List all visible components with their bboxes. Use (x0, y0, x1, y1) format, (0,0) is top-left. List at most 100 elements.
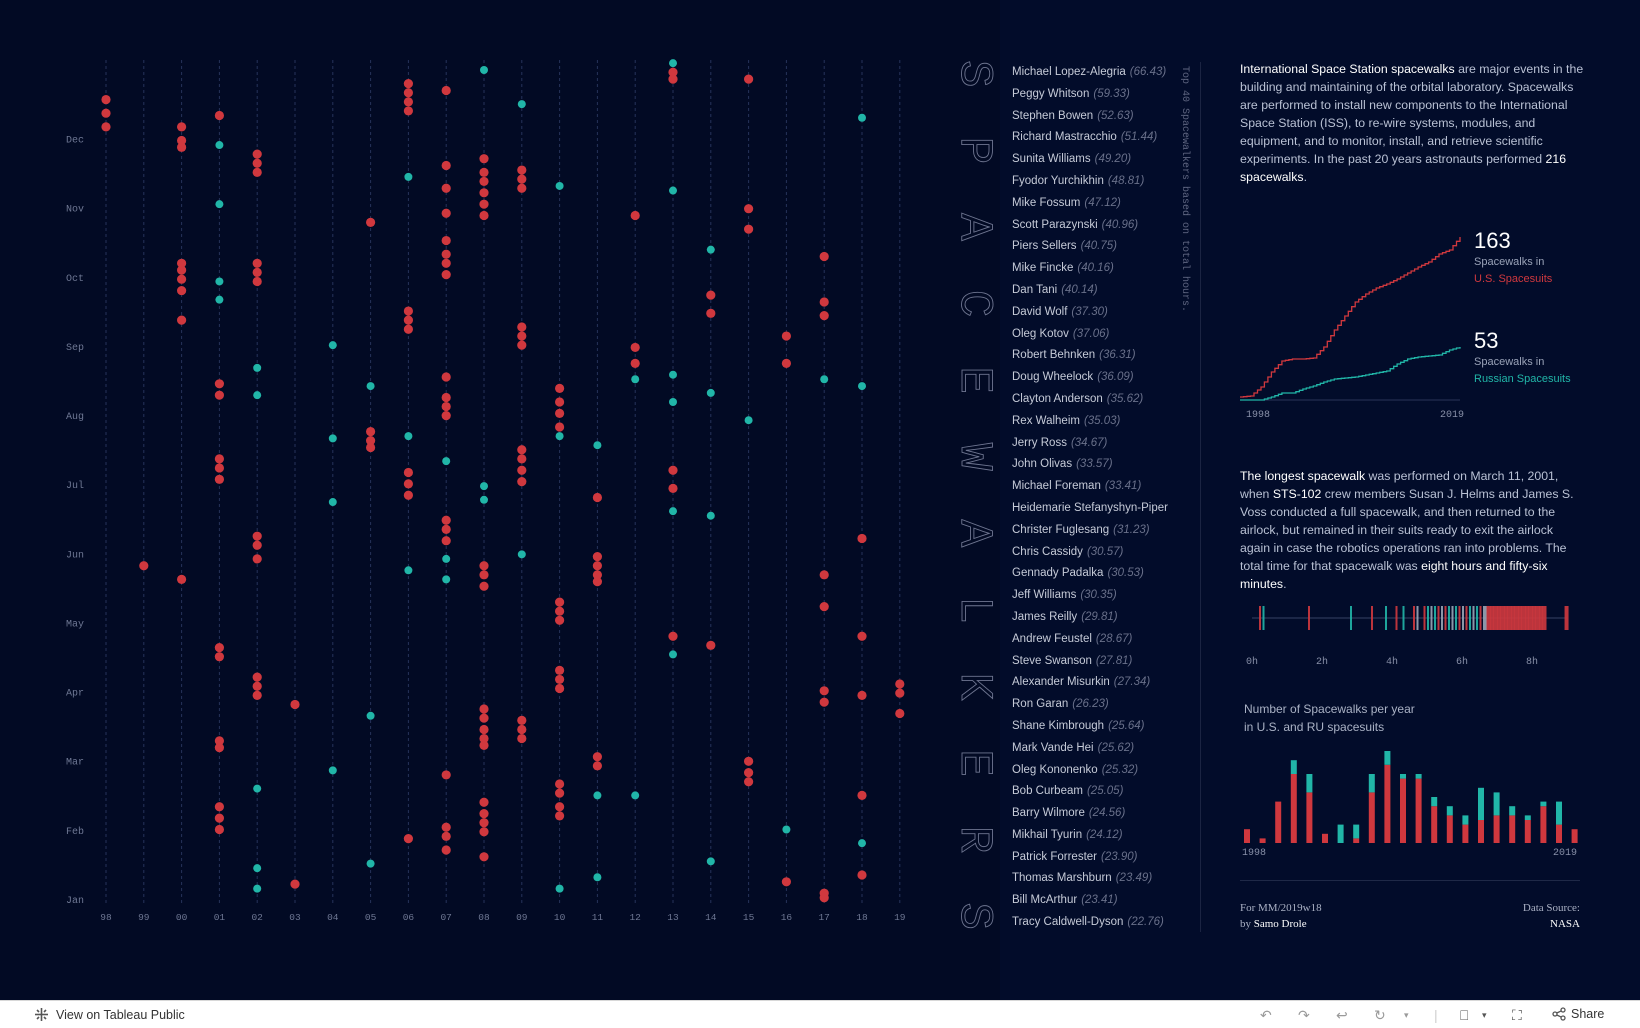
bar-us (1431, 806, 1438, 843)
spacewalk-dot (366, 711, 375, 720)
spacewalk-dot (819, 251, 829, 262)
refresh-menu-icon[interactable]: ▾ (1404, 1010, 1409, 1020)
list-item: Thomas Marshburn (23.49) (1012, 868, 1182, 890)
spacewalk-dot (555, 788, 565, 798)
spacewalk-dot (252, 258, 262, 268)
spacewalk-dot (403, 79, 413, 89)
cumulative-line-chart[interactable] (1240, 220, 1480, 420)
spacewalk-dot (592, 752, 603, 762)
x-tick-label: 99 (138, 912, 150, 923)
spacewalk-dot (819, 697, 829, 707)
spacewalk-dot (252, 554, 262, 564)
spacewalk-dot (517, 454, 527, 464)
spacewalk-dot (631, 375, 640, 384)
download-menu-icon[interactable]: ▾ (1482, 1010, 1487, 1020)
spacewalk-dot (479, 188, 489, 198)
duration-mark (1465, 606, 1468, 630)
list-item: Richard Mastracchio (51.44) (1012, 127, 1182, 149)
bar-us (1478, 820, 1484, 843)
y-tick-label: Nov (66, 205, 84, 216)
y-tick-label: Oct (66, 274, 84, 285)
view-on-tableau-link[interactable]: View on Tableau Public (34, 1007, 185, 1022)
bar-us (1290, 774, 1297, 843)
walker-name: Oleg Kononenko (1012, 763, 1098, 776)
duration-tick-label: 6h (1456, 656, 1468, 668)
duration-mark (1518, 606, 1522, 630)
refresh-icon[interactable]: ↻ (1374, 1007, 1386, 1023)
spacewalk-dot (252, 540, 262, 550)
walker-hours: (34.67) (1070, 436, 1108, 449)
spacewalk-dot (252, 167, 262, 177)
redo-icon[interactable]: ↷ (1298, 1007, 1310, 1023)
spacewalk-dot (177, 265, 187, 275)
y-tick-label: Jan (66, 896, 84, 907)
spacewalk-dot (441, 235, 451, 246)
spacewalk-dot (253, 391, 262, 400)
spacewalk-dot (366, 382, 375, 391)
duration-mark (1458, 606, 1461, 630)
spacewalk-dot (592, 570, 603, 580)
duration-mark (1413, 606, 1415, 630)
walker-name: Chris Cassidy (1012, 545, 1083, 558)
duration-strip-chart[interactable]: 0h 2h 4h 6h 8h (1240, 600, 1600, 670)
share-button[interactable]: Share (1552, 1007, 1604, 1021)
download-icon[interactable]: ⎕ (1460, 1007, 1469, 1023)
duration-mark (1437, 606, 1440, 630)
ru-series-line (1240, 347, 1461, 401)
walker-name: Andrew Feustel (1012, 632, 1092, 645)
spacewalk-dot (706, 308, 716, 318)
walker-name: Gennady Padalka (1012, 567, 1104, 580)
spacewalk-dot (669, 370, 677, 379)
spacewalk-dot (517, 465, 527, 475)
spacewalk-dot (895, 688, 905, 698)
spacewalk-dot (479, 740, 489, 750)
duration-mark (1511, 606, 1515, 630)
spacewalk-dot (441, 270, 451, 280)
revert-icon[interactable]: ↩ (1336, 1007, 1348, 1023)
list-item: Shane Kimbrough (25.64) (1012, 716, 1182, 738)
walker-name: Scott Parazynski (1012, 218, 1098, 231)
spacewalk-dot (404, 432, 413, 441)
spacewalk-dot (630, 210, 640, 221)
spacewalk-dot (517, 733, 527, 744)
spacewalk-dot (820, 375, 829, 384)
walker-hours: (35.03) (1083, 414, 1121, 427)
spacewalk-dot (744, 756, 754, 766)
spacewalk-dot (555, 397, 565, 407)
spacewalk-dot (480, 495, 488, 504)
divider (1200, 62, 1201, 932)
spacewalk-dot (669, 186, 677, 195)
spacewalk-dot (555, 408, 565, 418)
x-tick-label: 01 (214, 912, 226, 923)
list-item: Rex Walheim (35.03) (1012, 411, 1182, 433)
walker-hours: (24.12) (1086, 828, 1123, 841)
spacewalk-dot (668, 483, 678, 494)
us-count: 163 (1474, 228, 1511, 253)
spacewalk-dot (555, 674, 565, 685)
spacewalk-dot (101, 122, 111, 132)
yearly-bar-chart[interactable] (1240, 740, 1580, 860)
undo-icon[interactable]: ↶ (1260, 1007, 1272, 1023)
fullscreen-icon[interactable]: ⛶ (1512, 1007, 1522, 1023)
spacewalk-dot (479, 570, 489, 580)
bar-us (1415, 778, 1422, 843)
list-item: Robert Behnken (36.31) (1012, 345, 1182, 367)
spacewalk-dot (517, 340, 527, 350)
spacewalk-dot (895, 708, 905, 719)
spacewalk-dot (214, 454, 224, 464)
list-item: John Olivas (33.57) (1012, 454, 1182, 476)
duration-mark (1402, 606, 1405, 630)
spacewalk-dot (214, 110, 224, 121)
spacewalk-dot (555, 665, 565, 675)
spacewalk-dot-plot[interactable]: 98 99 00 01 02 03 04 05 06 07 08 09 10 11 12 13 14 15 16 17… (0, 0, 1000, 960)
walker-name: Jeff Williams (1012, 589, 1077, 602)
spacewalk-dot (706, 857, 715, 866)
walker-hours: (59.33) (1093, 87, 1130, 100)
x-tick-label: 04 (327, 912, 339, 923)
spacewalk-dot (214, 652, 224, 662)
list-item: Mark Vande Hei (25.62) (1012, 738, 1182, 760)
x-tick-label: 13 (667, 912, 679, 923)
spacewalk-dot (781, 331, 792, 341)
spacewalk-dot (252, 672, 262, 682)
spacewalk-dot (290, 699, 300, 710)
